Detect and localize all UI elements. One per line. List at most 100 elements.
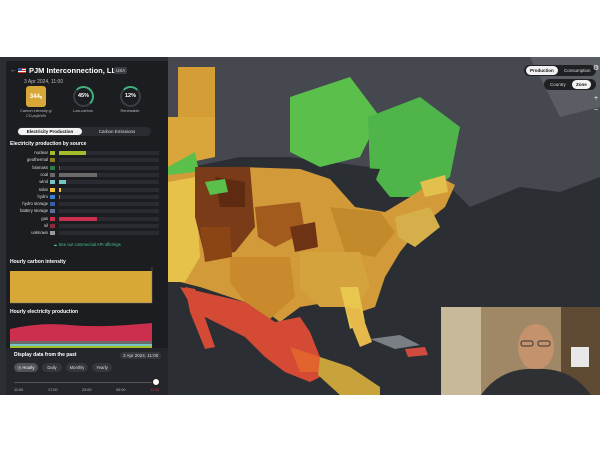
time-label: 23:00	[82, 388, 92, 392]
source-track	[59, 158, 159, 163]
sources-title: Electricity production by source	[10, 141, 87, 147]
source-bar	[59, 187, 61, 192]
clock-icon: ◷	[17, 365, 23, 370]
source-label: oil	[43, 223, 48, 228]
zoom-in-icon[interactable]: +	[593, 95, 599, 102]
hourly-carbon-title: Hourly carbon intensity	[10, 259, 66, 265]
source-bar	[59, 165, 60, 170]
slider-knob[interactable]	[152, 378, 160, 386]
source-row-solar[interactable]: solar	[10, 187, 164, 193]
carbon-intensity-label: Carbon intensity g/ CO₂eq/kWh	[20, 109, 52, 118]
production-emissions-toggle: Electricity Production Carbon Emissions	[17, 127, 151, 136]
source-row-nuclear[interactable]: nuclear	[10, 150, 164, 156]
time-label: 17:00	[48, 388, 58, 392]
source-label: biomass	[32, 164, 48, 170]
past-title: Display data from the past	[14, 352, 77, 358]
api-link[interactable]: ☁ See our commercial API offerings	[53, 242, 121, 247]
source-icon	[50, 209, 55, 214]
hourly-option[interactable]: ◷ Hourly	[14, 363, 38, 372]
source-row-geothermal[interactable]: geothermal	[10, 157, 164, 163]
hourly-production-title: Hourly electricity production	[10, 309, 79, 315]
slider-track	[14, 381, 157, 383]
time-label: 11:00	[14, 388, 24, 392]
zone-button[interactable]: Zone	[572, 80, 591, 89]
zone-header: ← PJM Interconnection, LLC USA 3 Apr 202…	[10, 66, 164, 85]
time-slider[interactable]	[14, 378, 160, 386]
carbon-intensity-badge: 344g	[26, 86, 46, 107]
source-label: solar	[38, 186, 48, 192]
source-track	[59, 216, 159, 221]
source-label: coal	[40, 171, 48, 177]
production-consumption-toggle: Production Consumption	[524, 65, 596, 76]
source-label: nuclear	[34, 150, 48, 155]
source-bar	[59, 172, 97, 177]
source-label: unknown	[31, 230, 48, 236]
source-bar	[59, 216, 97, 221]
back-arrow-icon[interactable]: ←	[10, 67, 17, 74]
daily-option[interactable]: Daily	[42, 363, 62, 372]
source-track	[59, 165, 159, 170]
source-label: gas	[41, 215, 48, 221]
time-label: 05:00	[116, 388, 126, 392]
source-icon	[50, 158, 55, 163]
source-bar	[59, 180, 66, 185]
source-track	[59, 231, 159, 236]
source-row-oil[interactable]: oil	[10, 223, 164, 229]
source-track	[59, 187, 159, 192]
source-row-hydro-storage[interactable]: hydro storage	[10, 201, 164, 207]
source-track	[59, 151, 159, 155]
source-track	[59, 224, 159, 228]
source-row-hydro[interactable]: hydro	[10, 194, 164, 200]
zone-name: PJM Interconnection, LLC	[29, 66, 122, 75]
source-icon	[50, 231, 55, 236]
time-label: 11:00	[150, 388, 160, 392]
gas-area	[10, 323, 152, 341]
hourly-carbon-chart[interactable]	[10, 267, 164, 307]
renewable-ring: 12%	[120, 86, 141, 107]
source-row-battery-storage[interactable]: battery storage	[10, 208, 164, 214]
source-label: wind	[39, 179, 48, 185]
past-date-picker[interactable]: 3 Apr 2024, 11:00	[120, 352, 162, 359]
cloud-icon: ☁	[53, 242, 59, 247]
source-track	[59, 209, 159, 214]
source-icon	[50, 194, 55, 199]
source-row-gas[interactable]: gas	[10, 216, 164, 222]
electricity-map[interactable]	[0, 57, 600, 395]
source-bar	[59, 194, 60, 199]
region-green[interactable]	[290, 77, 380, 167]
source-row-biomass[interactable]: biomass	[10, 165, 164, 171]
source-label: hydro	[37, 193, 48, 199]
source-icon	[50, 187, 55, 192]
tab-carbon-emissions[interactable]: Carbon Emissions	[98, 129, 136, 134]
source-track	[59, 202, 159, 207]
zoom-out-icon[interactable]: −	[593, 107, 599, 114]
region-green-quebec[interactable]	[368, 97, 460, 197]
tab-electricity-production[interactable]: Electricity Production	[18, 128, 82, 135]
presenter-video	[441, 307, 600, 395]
wind-area	[10, 344, 152, 346]
hourly-production-chart[interactable]	[10, 317, 164, 349]
source-icon	[50, 180, 55, 185]
settings-icon[interactable]: ⚙	[592, 65, 600, 72]
source-icon	[50, 172, 55, 177]
source-label: hydro storage	[22, 201, 48, 207]
carbon-area	[10, 271, 152, 303]
source-track	[59, 180, 159, 185]
low-carbon-ring: 45%	[73, 86, 94, 107]
source-row-coal[interactable]: coal	[10, 172, 164, 178]
source-icon	[50, 224, 55, 228]
source-row-wind[interactable]: wind	[10, 179, 164, 185]
source-label: geothermal	[27, 157, 48, 163]
webcam-overlay	[441, 307, 600, 395]
source-row-unknown[interactable]: unknown	[10, 230, 164, 236]
source-label: battery storage	[20, 208, 48, 214]
source-icon	[50, 202, 55, 207]
consumption-button[interactable]: Consumption	[564, 68, 591, 73]
yearly-option[interactable]: Yearly	[92, 363, 112, 372]
source-track	[59, 194, 159, 199]
monthly-option[interactable]: Monthly	[66, 363, 88, 372]
app-screen: ← PJM Interconnection, LLC USA 3 Apr 202…	[0, 57, 600, 395]
country-zone-toggle: Country Zone	[544, 79, 596, 90]
country-button[interactable]: Country	[550, 82, 566, 87]
production-button[interactable]: Production	[526, 66, 558, 75]
